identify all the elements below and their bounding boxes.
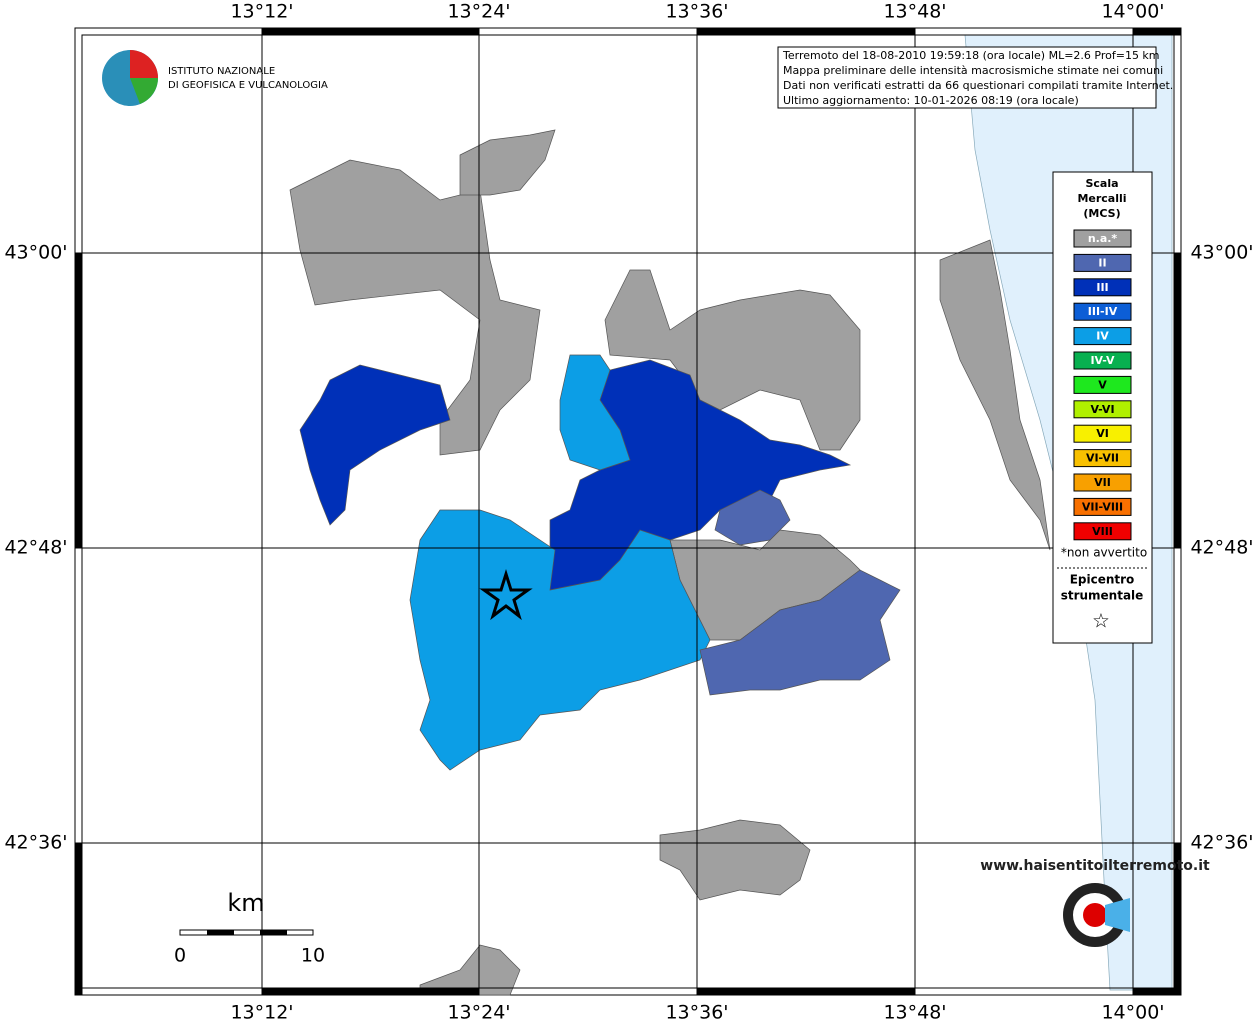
lat-label: 42°48'	[4, 537, 67, 559]
region	[289, 159, 541, 456]
region	[459, 129, 556, 196]
region	[714, 489, 791, 546]
legend-star: ☆	[1092, 609, 1110, 633]
region	[409, 509, 711, 771]
logo-text: ISTITUTO NAZIONALE	[168, 66, 275, 77]
legend-label: IV-V	[1090, 354, 1115, 367]
legend-content: ScalaMercalli(MCS)n.a.*IIIIIIII-IVIVIV-V…	[1061, 177, 1147, 633]
legend-swatch	[1073, 229, 1132, 248]
legend-label: VII	[1094, 476, 1111, 489]
legend-label: V	[1098, 378, 1107, 391]
frame-bar	[74, 842, 83, 996]
lon-label: 13°48'	[883, 1002, 946, 1024]
legend-swatch	[1073, 522, 1132, 541]
legend-swatch	[1073, 424, 1132, 443]
epicenter	[479, 568, 533, 621]
legend-swatch	[1073, 278, 1132, 297]
legend-label: VIII	[1092, 525, 1113, 538]
legend-title: (MCS)	[1083, 207, 1120, 220]
legend-label: IV	[1096, 330, 1109, 343]
logo-globe-part	[130, 50, 158, 78]
legend-label: VI	[1096, 427, 1109, 440]
legend-swatch	[1073, 351, 1132, 370]
lat-label: 42°36'	[4, 832, 67, 854]
region	[299, 364, 451, 526]
legend-label: III	[1096, 281, 1108, 294]
region	[559, 354, 631, 471]
legend-note: *non avvertito	[1061, 546, 1147, 560]
frame-inner	[81, 34, 1175, 989]
scale-label: 0	[174, 945, 186, 967]
scale-seg	[260, 930, 287, 935]
logo-text: DI GEOFISICA E VULCANOLOGIA	[168, 80, 328, 91]
scale-frame	[179, 929, 314, 936]
legend-swatch	[1073, 473, 1132, 492]
lon-label: 13°24'	[447, 1, 510, 23]
scale-label: 10	[301, 945, 325, 967]
lat-label: 42°48'	[1190, 537, 1253, 559]
legend-title: Mercalli	[1077, 192, 1126, 205]
lon-label: 14°00'	[1101, 1002, 1164, 1024]
frame-bar	[261, 27, 480, 36]
site-logo: www.haisentitoilterremoto.it	[980, 858, 1210, 947]
frame-bar	[74, 252, 83, 549]
info-line: Mappa preliminare delle intensità macros…	[783, 64, 1163, 77]
graticule	[74, 27, 1182, 996]
legend-swatch	[1073, 302, 1132, 321]
scale-unit: km	[227, 889, 264, 917]
scale-bar: km 0 10	[174, 889, 325, 967]
legend-label: n.a.*	[1088, 232, 1118, 245]
lon-label: 13°12'	[230, 1002, 293, 1024]
legend-label: II	[1098, 256, 1106, 269]
frame-bar	[696, 987, 916, 996]
legend-swatch	[1073, 375, 1132, 394]
info: Terremoto del 18-08-2010 19:59:18 (ora l…	[782, 49, 1173, 107]
info-box	[777, 46, 1157, 109]
lat-label: 42°36'	[1190, 832, 1253, 854]
lon-label: 14°00'	[1101, 1, 1164, 23]
legend-swatch	[1073, 449, 1132, 468]
frame-bar	[261, 987, 480, 996]
legend-epicenter: strumentale	[1061, 589, 1144, 603]
frame-bar	[1132, 27, 1182, 36]
legend-epicenter: Epicentro	[1070, 573, 1135, 587]
lat-label: 43°00'	[4, 242, 67, 264]
legend-label: III-IV	[1088, 305, 1118, 318]
region	[699, 569, 901, 696]
logo-dot	[1083, 903, 1107, 927]
legend-label: VII-VIII	[1082, 500, 1123, 513]
logo-globe-part	[130, 78, 158, 104]
lat-label: 43°00'	[1190, 242, 1253, 264]
lon-label: 13°48'	[883, 1, 946, 23]
legend-swatch	[1073, 400, 1132, 419]
logo-beam	[1105, 898, 1130, 932]
scale-seg	[207, 930, 234, 935]
frame-bar	[696, 27, 916, 36]
info-line: Ultimo aggiornamento: 10-01-2026 08:19 (…	[783, 94, 1079, 107]
lon-label: 13°36'	[665, 1, 728, 23]
lon-label: 13°12'	[230, 1, 293, 23]
legend-swatch	[1073, 497, 1132, 516]
frame-bar	[1173, 252, 1182, 549]
info-line: Terremoto del 18-08-2010 19:59:18 (ora l…	[782, 49, 1160, 62]
legend-label: VI-VII	[1086, 452, 1119, 465]
lon-label: 13°36'	[665, 1002, 728, 1024]
legend-label: V-VI	[1090, 403, 1114, 416]
legend-swatch	[1073, 253, 1132, 272]
legend-swatch	[1073, 327, 1132, 346]
site-text: www.haisentitoilterremoto.it	[980, 858, 1210, 874]
lon-label: 13°24'	[447, 1002, 510, 1024]
legend-title: Scala	[1085, 177, 1118, 190]
info-line: Dati non verificati estratti da 66 quest…	[783, 79, 1173, 92]
region	[939, 239, 1051, 551]
